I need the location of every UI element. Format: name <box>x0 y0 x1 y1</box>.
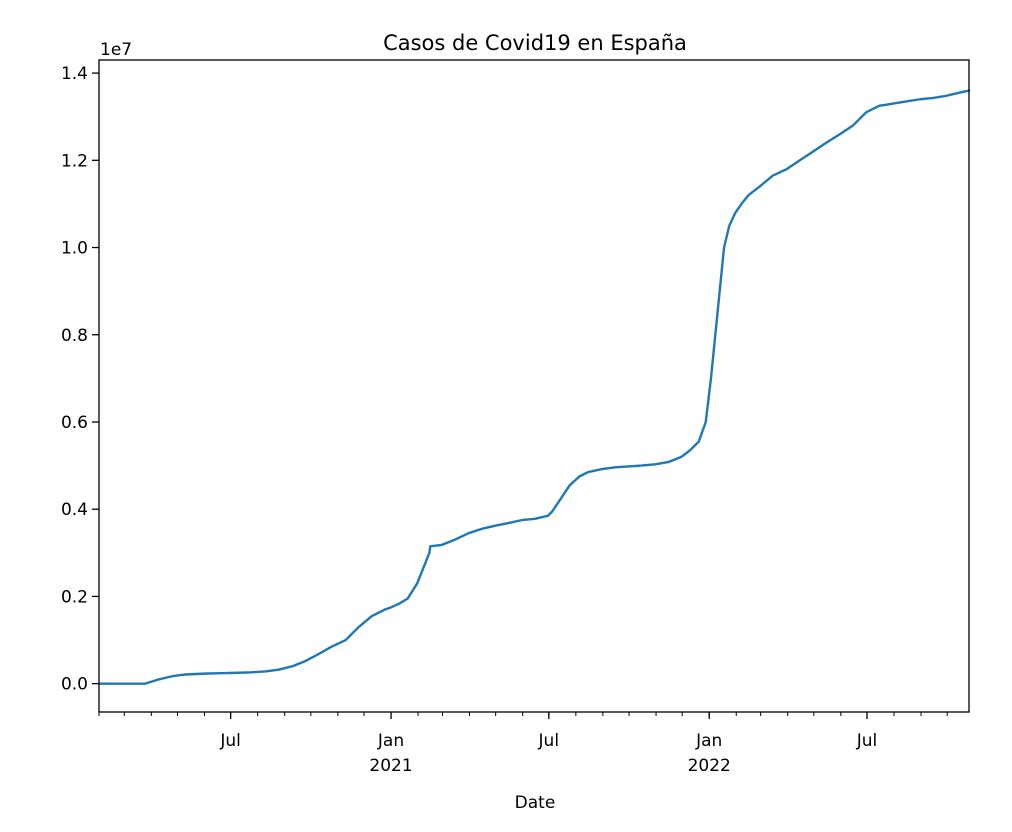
plot-area <box>97 89 971 685</box>
y-tick-label: 0.4 <box>61 500 88 520</box>
x-tick-label: Jul <box>856 731 878 751</box>
x-tick-label: Jan <box>695 731 722 751</box>
x-axis-label: Date <box>515 793 556 813</box>
y-axis-offset-label: 1e7 <box>100 40 132 60</box>
x-tick-year-label: 2022 <box>688 756 731 776</box>
x-tick-label: Jul <box>538 731 560 751</box>
y-tick-label: 0.6 <box>61 413 88 433</box>
y-axis: 0.0 0.2 0.4 0.6 0.8 1.0 1.2 1.4 <box>61 64 99 695</box>
x-axis: Jul Jan 2021 Jul Jan 2022 Jul <box>98 712 948 776</box>
y-tick-label: 0.0 <box>61 675 88 695</box>
x-tick-label: Jan <box>377 731 404 751</box>
y-tick-label: 0.2 <box>61 587 88 607</box>
plot-frame <box>98 59 970 713</box>
x-tick-label: Jul <box>219 731 241 751</box>
y-tick-label: 1.2 <box>61 151 88 171</box>
y-tick-label: 1.0 <box>61 239 88 259</box>
y-tick-label: 1.4 <box>61 64 88 84</box>
chart-title: Casos de Covid19 en España <box>383 31 687 55</box>
y-tick-label: 0.8 <box>61 326 88 346</box>
series-line <box>97 89 971 685</box>
x-tick-year-label: 2021 <box>369 756 412 776</box>
